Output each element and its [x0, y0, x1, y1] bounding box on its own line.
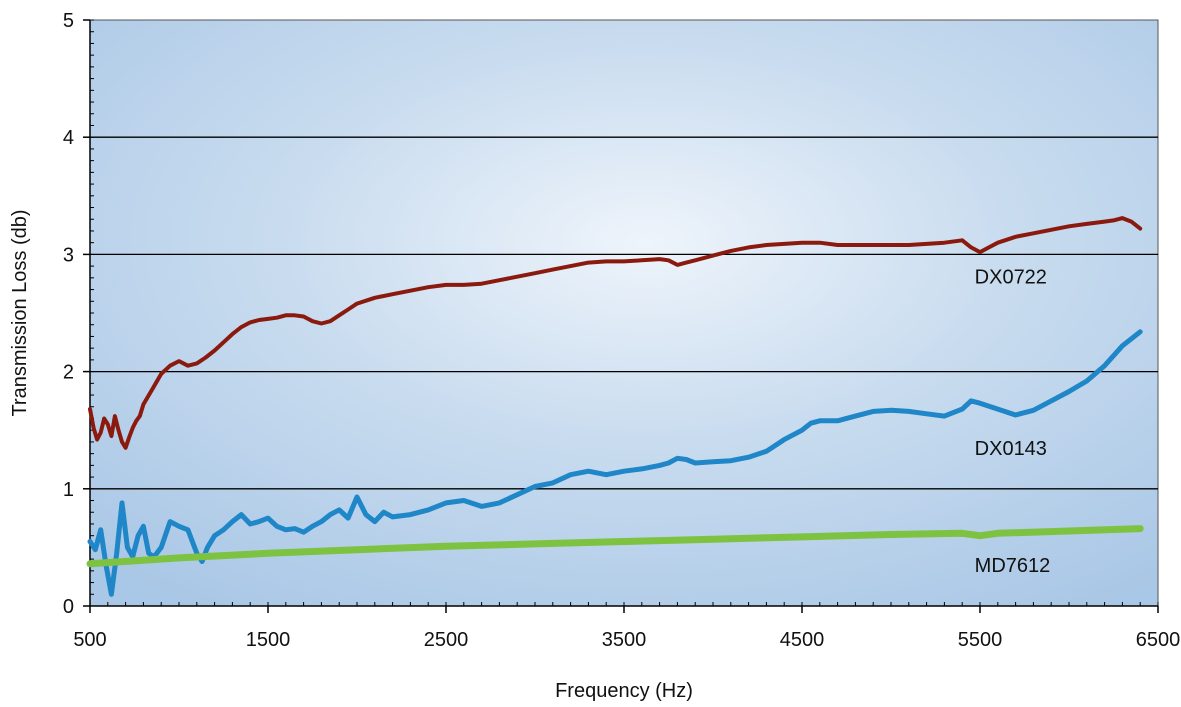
plot-area [89, 19, 1159, 607]
y-tick-label: 1 [63, 479, 74, 501]
series-line-dx0143 [87, 329, 1143, 597]
y-tick-label: 0 [63, 596, 74, 618]
y-tick-labels: 0 1 2 3 4 5 [63, 10, 74, 618]
x-tick-labels: 500 1500 2500 3500 4500 5500 6500 [73, 629, 1180, 651]
x-axis-title: Frequency (Hz) [555, 680, 693, 702]
x-tick-label: 4500 [780, 629, 825, 651]
x-tick-label: 6500 [1136, 629, 1181, 651]
tick-marks [83, 19, 1159, 613]
x-tick-label: 2500 [424, 629, 469, 651]
y-tick-label: 3 [63, 244, 74, 266]
y-tick-label: 5 [63, 10, 74, 32]
x-tick-label: 1500 [246, 629, 291, 651]
series-labels: DX0722 DX0143 MD7612 [975, 267, 1051, 577]
x-tick-label: 500 [73, 629, 106, 651]
series-label-dx0143: DX0143 [975, 438, 1047, 460]
y-axis-title: Transmission Loss (db) [9, 209, 31, 416]
gridlines [90, 136, 1158, 490]
x-tick-label: 3500 [602, 629, 647, 651]
series-label-md7612: MD7612 [975, 555, 1051, 577]
y-tick-label: 2 [63, 362, 74, 384]
series-layer [86, 216, 1144, 597]
y-tick-label: 4 [63, 127, 74, 149]
series-line-dx0722 [88, 216, 1143, 450]
series-label-dx0722: DX0722 [975, 267, 1047, 289]
x-tick-label: 5500 [958, 629, 1003, 651]
series-line-md7612 [86, 525, 1144, 568]
